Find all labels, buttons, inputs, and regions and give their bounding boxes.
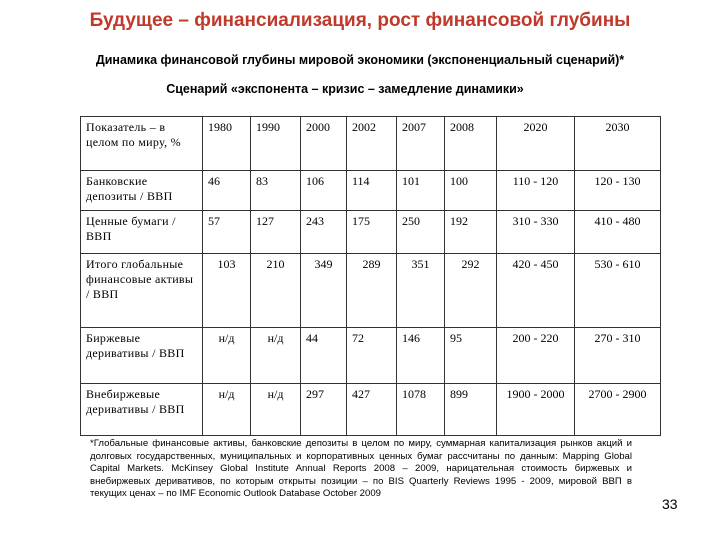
table-row: Банковские депозиты / ВВП 46 83 106 114 … <box>80 170 661 211</box>
table-cell: 250 <box>396 210 445 254</box>
table-cell: 297 <box>300 383 347 436</box>
table-cell: 114 <box>346 170 397 211</box>
table-cell: 289 <box>346 253 397 328</box>
table-row: Биржевые деривативы / ВВП н/д н/д 44 72 … <box>80 327 661 384</box>
table-cell: 127 <box>250 210 301 254</box>
table-cell: 57 <box>202 210 251 254</box>
table-cell: 310 - 330 <box>496 210 575 254</box>
table-header-row: Показатель – в целом по миру, % 1980 199… <box>80 116 661 171</box>
table-cell: 106 <box>300 170 347 211</box>
table-cell: 351 <box>396 253 445 328</box>
table-cell: 100 <box>444 170 497 211</box>
table-cell: 175 <box>346 210 397 254</box>
table-row: Итого глобальные финансовые активы / ВВП… <box>80 253 661 328</box>
row-label: Банковские депозиты / ВВП <box>80 170 203 211</box>
table-cell: 270 - 310 <box>574 327 661 384</box>
footnote: *Глобальные финансовые активы, банковски… <box>90 438 632 500</box>
header-year: 2020 <box>496 116 575 171</box>
table-cell: 1078 <box>396 383 445 436</box>
table-cell: н/д <box>250 327 301 384</box>
row-label: Итого глобальные финансовые активы / ВВП <box>80 253 203 328</box>
header-year: 2007 <box>396 116 445 171</box>
table-row: Ценные бумаги / ВВП 57 127 243 175 250 1… <box>80 210 661 254</box>
table-cell: 200 - 220 <box>496 327 575 384</box>
table-cell: 530 - 610 <box>574 253 661 328</box>
table-cell: 46 <box>202 170 251 211</box>
table-cell: 349 <box>300 253 347 328</box>
table-subtitle: Динамика финансовой глубины мировой экон… <box>95 53 625 67</box>
table-cell: 292 <box>444 253 497 328</box>
table-cell: 103 <box>202 253 251 328</box>
table-cell: 72 <box>346 327 397 384</box>
header-year: 1980 <box>202 116 251 171</box>
row-label: Ценные бумаги / ВВП <box>80 210 203 254</box>
financial-depth-table: Показатель – в целом по миру, % 1980 199… <box>80 116 661 436</box>
table-cell: 899 <box>444 383 497 436</box>
table-cell: 192 <box>444 210 497 254</box>
table-row: Внебиржевые деривативы / ВВП н/д н/д 297… <box>80 383 661 436</box>
row-label: Внебиржевые деривативы / ВВП <box>80 383 203 436</box>
table-cell: 146 <box>396 327 445 384</box>
table-cell: 120 - 130 <box>574 170 661 211</box>
table-cell: 44 <box>300 327 347 384</box>
table-cell: н/д <box>202 383 251 436</box>
table-cell: 83 <box>250 170 301 211</box>
header-year: 2002 <box>346 116 397 171</box>
header-indicator: Показатель – в целом по миру, % <box>80 116 203 171</box>
table-cell: 420 - 450 <box>496 253 575 328</box>
scenario-caption: Сценарий «экспонента – кризис – замедлен… <box>166 82 524 96</box>
table-cell: 410 - 480 <box>574 210 661 254</box>
table-cell: 101 <box>396 170 445 211</box>
table-cell: 1900 - 2000 <box>496 383 575 436</box>
table-cell: 243 <box>300 210 347 254</box>
slide-title: Будущее – финансиализация, рост финансов… <box>89 10 631 31</box>
table-cell: 110 - 120 <box>496 170 575 211</box>
table-cell: 2700 - 2900 <box>574 383 661 436</box>
header-year: 2000 <box>300 116 347 171</box>
table-cell: 427 <box>346 383 397 436</box>
row-label: Биржевые деривативы / ВВП <box>80 327 203 384</box>
table-cell: н/д <box>202 327 251 384</box>
table-cell: 95 <box>444 327 497 384</box>
table-cell: 210 <box>250 253 301 328</box>
header-year: 2008 <box>444 116 497 171</box>
page-number: 33 <box>662 496 678 512</box>
header-year: 1990 <box>250 116 301 171</box>
table-cell: н/д <box>250 383 301 436</box>
header-year: 2030 <box>574 116 661 171</box>
